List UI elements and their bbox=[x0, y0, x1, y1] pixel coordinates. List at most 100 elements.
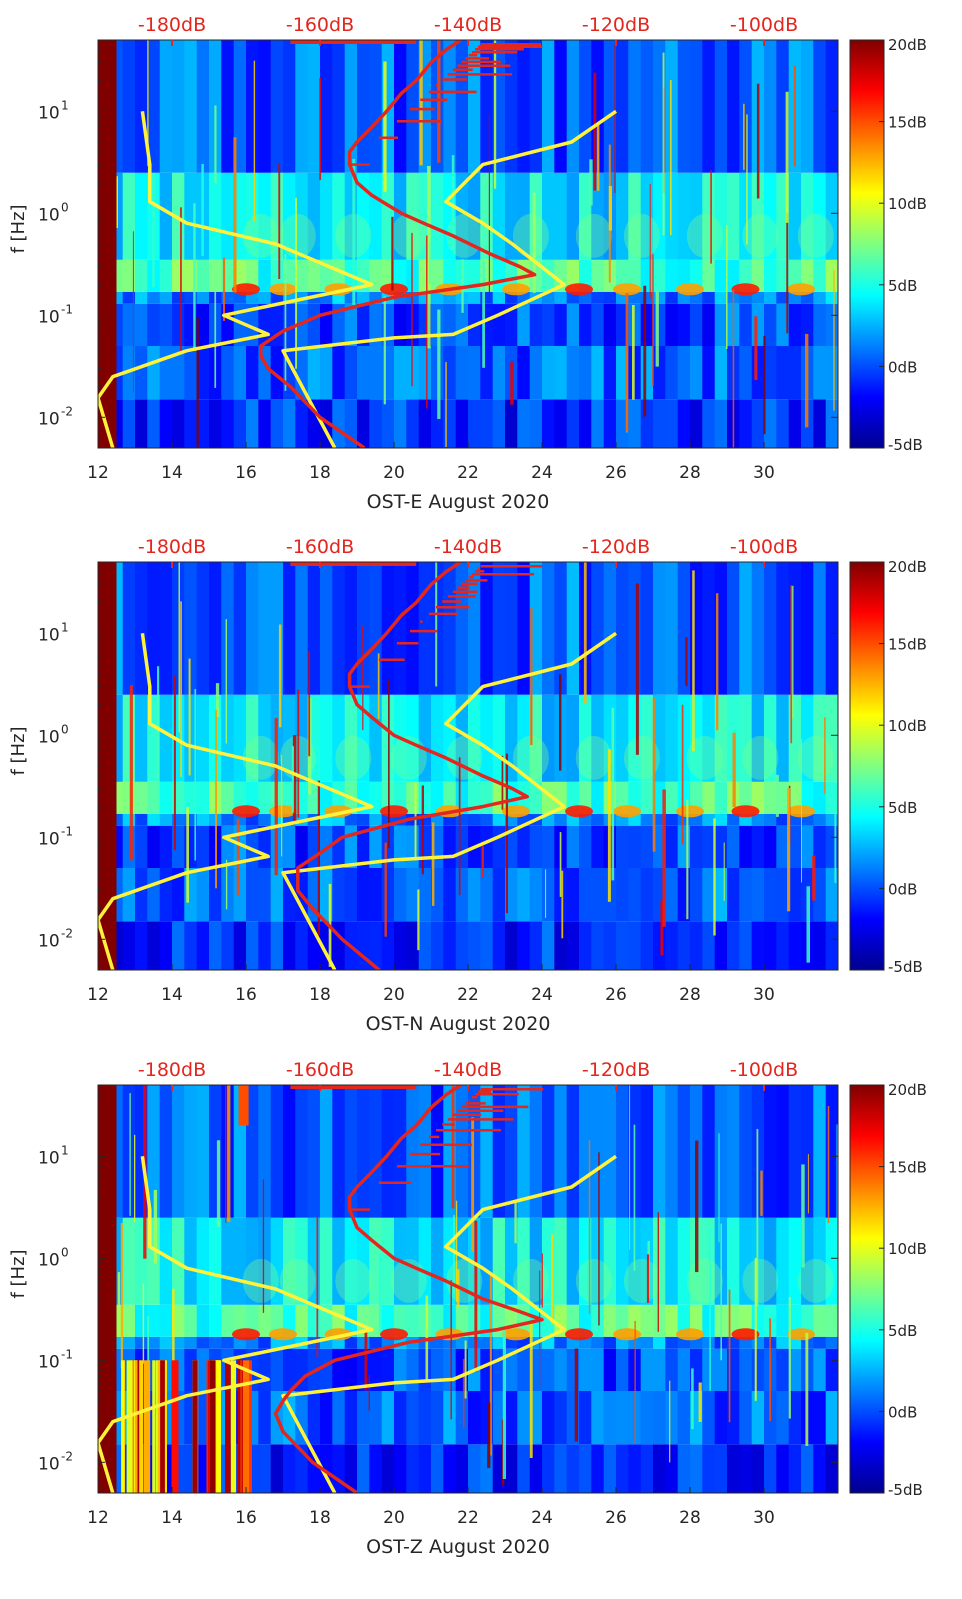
top-tick-label: -120dB bbox=[582, 536, 650, 558]
top-axis: -180dB -160dB -140dB -120dB -100dB bbox=[138, 536, 798, 568]
colorbar-tick-label: 15dB bbox=[888, 114, 927, 132]
y-tick-exponent: -2 bbox=[61, 926, 73, 940]
colorbar-tick-label: 15dB bbox=[888, 1159, 927, 1177]
y-tick-exponent: -2 bbox=[61, 1449, 73, 1463]
x-tick-label: 16 bbox=[235, 985, 257, 1005]
x-tick-label: 12 bbox=[87, 463, 109, 483]
y-tick-label: 10 bbox=[38, 727, 60, 747]
y-axis-label: f [Hz] bbox=[8, 1249, 29, 1298]
y-tick-exponent: 1 bbox=[61, 98, 69, 112]
colorbar-tick-label: 15dB bbox=[888, 636, 927, 654]
x-tick-label: 12 bbox=[87, 1508, 109, 1528]
top-tick-label: -140dB bbox=[434, 14, 502, 36]
spectrogram-image bbox=[98, 1085, 838, 1493]
x-tick-label: 16 bbox=[235, 463, 257, 483]
model-curves bbox=[98, 1085, 617, 1493]
colorbar-tick-label: 10dB bbox=[888, 195, 927, 213]
y-tick-exponent: 0 bbox=[61, 1245, 69, 1259]
model-curves bbox=[98, 562, 617, 970]
x-tick-label: 24 bbox=[531, 463, 553, 483]
y-axis-label: f [Hz] bbox=[8, 204, 29, 253]
red-curve bbox=[296, 562, 529, 970]
y-tick-exponent: 0 bbox=[61, 722, 69, 736]
x-tick-label: 28 bbox=[679, 463, 701, 483]
x-tick-label: 16 bbox=[235, 1508, 257, 1528]
x-tick-label: 18 bbox=[309, 463, 331, 483]
x-tick-label: 20 bbox=[383, 463, 405, 483]
yellow-curve-1 bbox=[98, 633, 374, 970]
x-tick-label: 20 bbox=[383, 985, 405, 1005]
x-tick-label: 26 bbox=[605, 985, 627, 1005]
y-tick-label: 10 bbox=[38, 205, 60, 225]
colorbar-tick-label: 0dB bbox=[888, 358, 917, 376]
colorbar-scale bbox=[849, 39, 885, 449]
x-tick-label: 28 bbox=[679, 1508, 701, 1528]
x-tick-label: 24 bbox=[531, 985, 553, 1005]
y-tick-label: 10 bbox=[38, 829, 60, 849]
y-tick-label: 10 bbox=[38, 1352, 60, 1372]
top-tick-label: -180dB bbox=[138, 536, 206, 558]
colorbar: -5dB 0dB 5dB 10dB 15dB 20dB bbox=[849, 36, 927, 454]
colorbar-tick-label: 20dB bbox=[888, 558, 927, 576]
top-tick-label: -180dB bbox=[138, 14, 206, 36]
yellow-curve-1 bbox=[98, 1156, 374, 1493]
y-tick-label: 10 bbox=[38, 409, 60, 429]
yellow-curve-2 bbox=[281, 109, 617, 448]
x-tick-label: 30 bbox=[753, 463, 775, 483]
x-tick-label: 22 bbox=[457, 985, 479, 1005]
top-tick-label: -140dB bbox=[434, 536, 502, 558]
y-tick-label: 10 bbox=[38, 307, 60, 327]
y-tick-label: 10 bbox=[38, 1454, 60, 1474]
top-tick-label: -180dB bbox=[138, 1059, 206, 1081]
y-axis-label: f [Hz] bbox=[8, 726, 29, 775]
x-axis-label: OST-E August 2020 bbox=[367, 491, 550, 513]
top-tick-label: -100dB bbox=[730, 14, 798, 36]
y-tick-exponent: 1 bbox=[61, 620, 69, 634]
colorbar-tick-label: 20dB bbox=[888, 36, 927, 54]
x-axis: 12 14 16 18 20 22 24 26 28 30 OST-E August 2020 bbox=[87, 442, 775, 513]
y-tick-label: 10 bbox=[38, 625, 60, 645]
top-tick-label: -160dB bbox=[286, 14, 354, 36]
colorbar-tick-label: -5dB bbox=[888, 1481, 923, 1499]
yellow-curve-1 bbox=[98, 111, 374, 448]
red-curve bbox=[273, 1085, 544, 1493]
x-axis-label: OST-N August 2020 bbox=[366, 1013, 551, 1035]
top-axis: -180dB -160dB -140dB -120dB -100dB bbox=[138, 1059, 798, 1091]
x-tick-label: 28 bbox=[679, 985, 701, 1005]
colorbar-scale bbox=[849, 561, 885, 971]
x-axis: 12 14 16 18 20 22 24 26 28 30 OST-N August 2020 bbox=[87, 964, 775, 1035]
x-tick-label: 18 bbox=[309, 985, 331, 1005]
x-axis-label: OST-Z August 2020 bbox=[366, 1536, 550, 1558]
top-tick-label: -160dB bbox=[286, 536, 354, 558]
colorbar-tick-label: 0dB bbox=[888, 880, 917, 898]
x-tick-label: 30 bbox=[753, 1508, 775, 1528]
y-tick-exponent: -1 bbox=[61, 302, 73, 316]
colorbar-tick-label: 10dB bbox=[888, 1240, 927, 1258]
x-tick-label: 26 bbox=[605, 463, 627, 483]
model-curves bbox=[98, 40, 617, 448]
x-tick-label: 14 bbox=[161, 985, 183, 1005]
top-tick-label: -120dB bbox=[582, 14, 650, 36]
red-curve bbox=[259, 40, 537, 448]
y-tick-exponent: 1 bbox=[61, 1143, 69, 1157]
x-tick-label: 14 bbox=[161, 1508, 183, 1528]
colorbar-tick-label: 20dB bbox=[888, 1081, 927, 1099]
x-axis: 12 14 16 18 20 22 24 26 28 30 OST-Z August 2020 bbox=[87, 1487, 775, 1558]
top-tick-label: -160dB bbox=[286, 1059, 354, 1081]
y-tick-exponent: -1 bbox=[61, 824, 73, 838]
x-tick-label: 14 bbox=[161, 463, 183, 483]
x-tick-label: 22 bbox=[457, 1508, 479, 1528]
y-tick-label: 10 bbox=[38, 103, 60, 123]
colorbar-tick-label: 5dB bbox=[888, 799, 917, 817]
y-tick-exponent: -2 bbox=[61, 404, 73, 418]
top-tick-label: -100dB bbox=[730, 1059, 798, 1081]
x-tick-label: 30 bbox=[753, 985, 775, 1005]
y-tick-exponent: 0 bbox=[61, 200, 69, 214]
x-tick-label: 22 bbox=[457, 463, 479, 483]
colorbar: -5dB 0dB 5dB 10dB 15dB 20dB bbox=[849, 1081, 927, 1499]
